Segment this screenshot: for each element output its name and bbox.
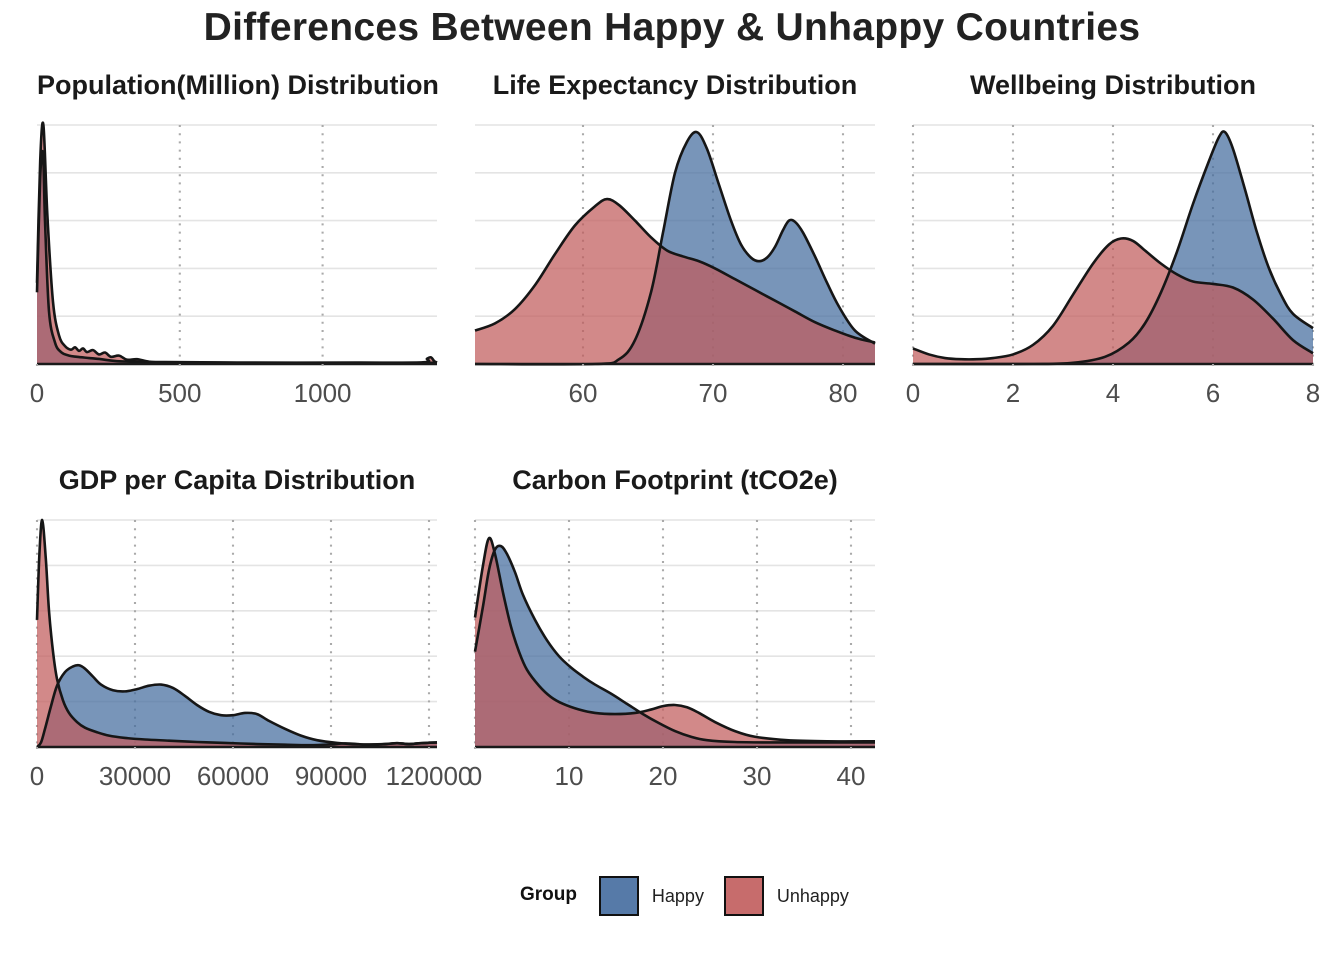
- svg-text:4: 4: [1106, 378, 1120, 408]
- svg-text:40: 40: [837, 761, 866, 791]
- svg-text:30: 30: [743, 761, 772, 791]
- svg-text:0: 0: [906, 378, 920, 408]
- svg-text:30000: 30000: [99, 761, 171, 791]
- svg-text:120000: 120000: [386, 761, 473, 791]
- svg-text:60: 60: [569, 378, 598, 408]
- svg-text:500: 500: [158, 378, 201, 408]
- svg-text:20: 20: [649, 761, 678, 791]
- svg-text:8: 8: [1306, 378, 1320, 408]
- svg-text:0: 0: [30, 761, 44, 791]
- svg-text:80: 80: [829, 378, 858, 408]
- svg-text:60000: 60000: [197, 761, 269, 791]
- svg-text:0: 0: [468, 761, 482, 791]
- svg-text:90000: 90000: [295, 761, 367, 791]
- svg-text:2: 2: [1006, 378, 1020, 408]
- svg-text:6: 6: [1206, 378, 1220, 408]
- svg-text:0: 0: [30, 378, 44, 408]
- svg-text:70: 70: [699, 378, 728, 408]
- svg-text:10: 10: [555, 761, 584, 791]
- svg-text:1000: 1000: [294, 378, 352, 408]
